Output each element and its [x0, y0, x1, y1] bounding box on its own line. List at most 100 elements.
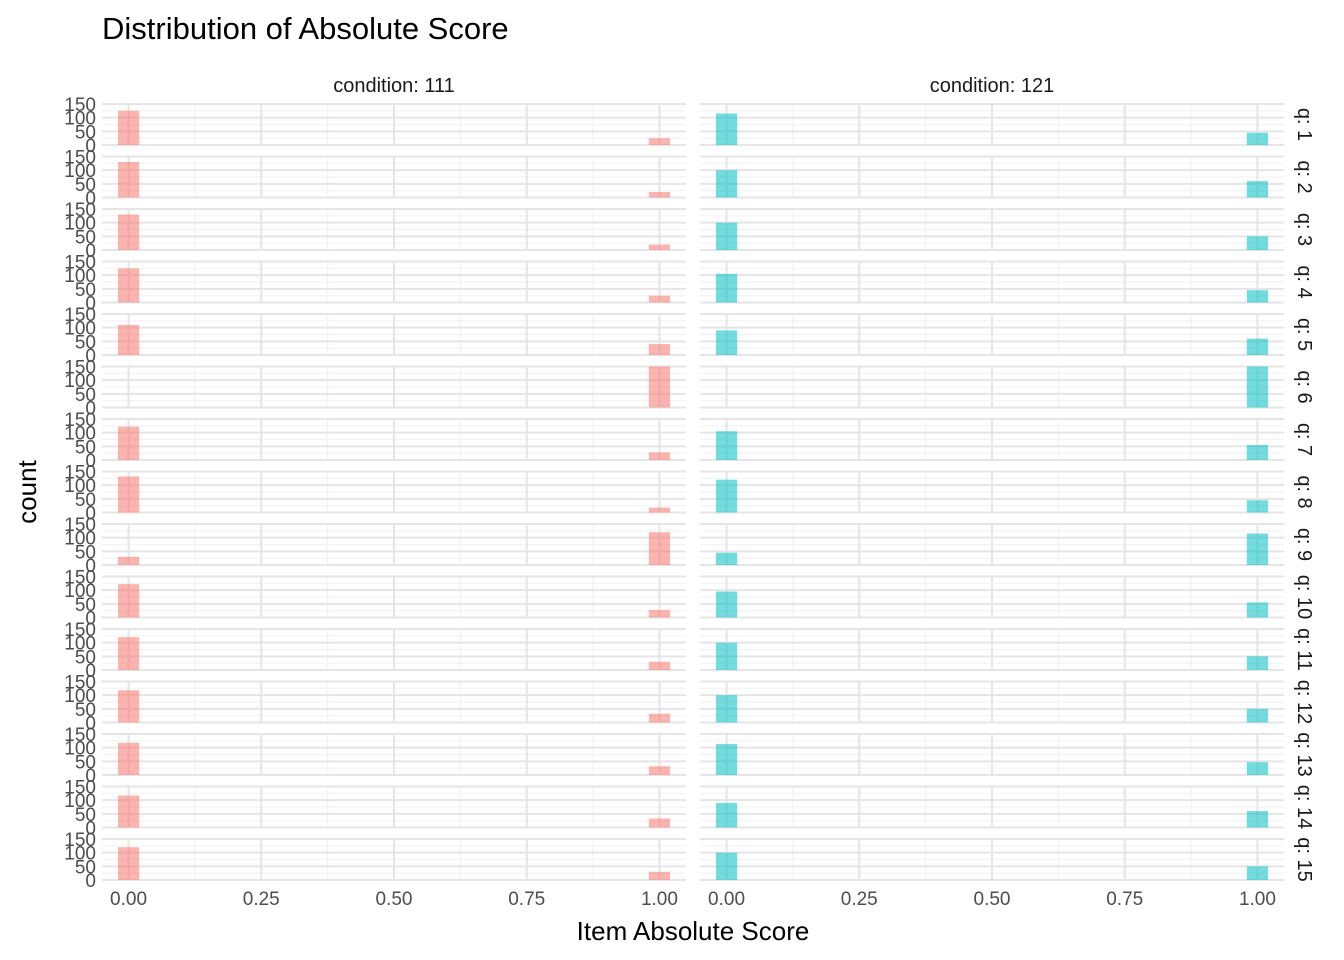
bar: [648, 532, 671, 565]
bar: [648, 366, 671, 408]
y-tick-label: 100: [64, 476, 96, 497]
bar: [1246, 866, 1269, 880]
row-strip-label: q: 13: [1293, 732, 1315, 776]
x-tick-label: 1.00: [1239, 889, 1276, 910]
y-tick-label: 150: [64, 515, 96, 536]
y-tick-label: 0: [85, 556, 96, 577]
y-tick-label: 50: [75, 752, 96, 773]
x-tick-label: 0.75: [1106, 889, 1143, 910]
y-tick-label: 150: [64, 830, 96, 851]
y-tick-label: 150: [64, 463, 96, 484]
y-axis-label: count: [12, 459, 42, 523]
y-tick-label: 50: [75, 227, 96, 248]
row-strip-label: q: 3: [1293, 213, 1315, 246]
bar: [648, 295, 671, 303]
y-tick-label: 0: [85, 399, 96, 420]
y-tick-label: 100: [64, 791, 96, 812]
y-tick-label: 50: [75, 542, 96, 563]
y-tick-label: 50: [75, 175, 96, 196]
bar: [715, 642, 738, 670]
y-tick-label: 100: [64, 214, 96, 235]
y-tick-label: 100: [64, 371, 96, 392]
y-tick-label: 150: [64, 673, 96, 694]
y-tick-label: 150: [64, 725, 96, 746]
row-strip-label: q: 11: [1293, 628, 1315, 671]
bar: [715, 170, 738, 198]
x-tick-label: 0.50: [974, 889, 1011, 910]
bar: [1246, 533, 1269, 565]
x-tick-label: 0.25: [841, 889, 878, 910]
bar: [1246, 602, 1269, 618]
bar: [117, 584, 140, 618]
y-tick-label: 100: [64, 109, 96, 130]
y-tick-label: 0: [85, 819, 96, 840]
y-tick-label: 100: [64, 844, 96, 865]
bar: [117, 637, 140, 670]
bar: [715, 802, 738, 828]
bar: [1246, 290, 1269, 303]
bar: [117, 476, 140, 513]
bar: [715, 113, 738, 145]
x-tick-label: 1.00: [641, 889, 678, 910]
row-strip-label: q: 15: [1293, 837, 1315, 881]
y-tick-label: 100: [64, 161, 96, 182]
bar: [648, 766, 671, 775]
bar: [1246, 181, 1269, 198]
y-tick-label: 0: [85, 609, 96, 630]
bar: [1246, 500, 1269, 513]
y-tick-label: 100: [64, 266, 96, 287]
bar: [715, 431, 738, 460]
row-strip-label: q: 1: [1293, 108, 1315, 141]
y-tick-label: 0: [85, 241, 96, 262]
x-tick-label: 0.00: [110, 889, 147, 910]
row-strip-label: q: 10: [1293, 575, 1315, 619]
bar: [117, 324, 140, 355]
row-strip-label: q: 5: [1293, 318, 1315, 351]
y-tick-label: 50: [75, 700, 96, 721]
y-tick-label: 0: [85, 714, 96, 735]
y-tick-label: 150: [64, 568, 96, 589]
bar: [648, 609, 671, 618]
bar: [117, 847, 140, 880]
bar: [648, 244, 671, 250]
y-tick-label: 100: [64, 634, 96, 655]
bar: [117, 556, 140, 565]
y-tick-label: 0: [85, 346, 96, 367]
x-axis-label: Item Absolute Score: [577, 916, 810, 946]
bar: [648, 713, 671, 723]
y-tick-label: 150: [64, 200, 96, 221]
bar: [715, 852, 738, 880]
column-strip-label: condition: 111: [333, 75, 455, 97]
y-tick-label: 100: [64, 529, 96, 550]
bar: [1246, 338, 1269, 355]
bar: [1246, 656, 1269, 670]
y-tick-label: 100: [64, 424, 96, 445]
y-tick-label: 0: [85, 294, 96, 315]
x-tick-label: 0.25: [243, 889, 280, 910]
bar: [117, 426, 140, 460]
bar: [1246, 236, 1269, 250]
bar: [117, 742, 140, 775]
row-strip-label: q: 14: [1293, 785, 1315, 829]
bar: [715, 744, 738, 775]
y-tick-label: 50: [75, 490, 96, 511]
column-strip-label: condition: 121: [930, 75, 1055, 97]
row-strip-label: q: 7: [1293, 423, 1315, 456]
bar: [117, 110, 140, 145]
y-tick-label: 0: [85, 136, 96, 157]
y-tick-label: 100: [64, 739, 96, 760]
bar: [715, 273, 738, 303]
y-tick-label: 150: [64, 358, 96, 379]
row-strip-label: q: 9: [1293, 528, 1315, 561]
x-tick-label: 0.50: [376, 889, 413, 910]
bar: [715, 591, 738, 618]
y-tick-label: 50: [75, 122, 96, 143]
chart-title: Distribution of Absolute Score: [102, 11, 509, 46]
bar: [648, 871, 671, 880]
bar: [715, 330, 738, 355]
bar: [715, 222, 738, 250]
bar: [648, 507, 671, 513]
bar: [117, 161, 140, 198]
y-tick-label: 150: [64, 305, 96, 326]
y-tick-label: 150: [64, 148, 96, 169]
